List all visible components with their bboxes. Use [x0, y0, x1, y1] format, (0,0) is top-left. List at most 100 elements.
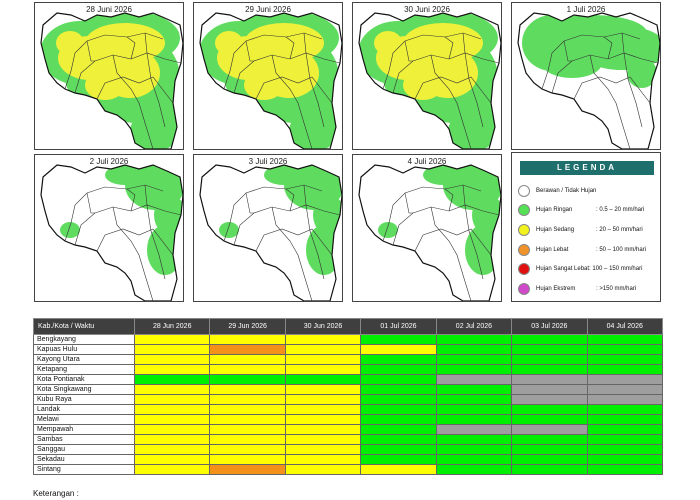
forecast-cell — [511, 344, 588, 355]
forecast-cell — [360, 374, 437, 385]
legend-swatch-ringan — [518, 204, 530, 216]
forecast-cell — [586, 464, 664, 475]
rainfall-blob — [374, 31, 402, 55]
rainfall-map-4 — [517, 12, 660, 149]
regency-boundary — [541, 32, 641, 90]
forecast-cell — [435, 404, 513, 415]
header-date: 29 Jun 2026 — [209, 318, 286, 335]
forecast-cell — [511, 404, 588, 415]
regency-boundary — [255, 228, 333, 256]
map-title-4: 1 Juli 2026 — [566, 5, 606, 14]
rainfall-area — [41, 13, 183, 149]
rainfall-blob — [215, 31, 243, 55]
forecast-cell — [435, 464, 513, 475]
header-region: Kab./Kota / Waktu — [33, 318, 135, 335]
regency-boundary — [126, 36, 136, 60]
province-outline — [199, 164, 342, 301]
province-outline — [358, 164, 501, 301]
forecast-cell — [435, 344, 513, 355]
regency-boundary — [74, 52, 182, 94]
table-row: Landak — [33, 404, 664, 415]
regency-boundary — [621, 32, 625, 54]
forecast-cell — [586, 444, 664, 455]
forecast-cell — [360, 424, 437, 435]
forecast-cell — [360, 344, 437, 355]
table-row: Ketapang — [33, 364, 664, 375]
map-title-6: 3 Juli 2026 — [248, 157, 288, 166]
forecast-cell — [586, 374, 664, 385]
forecast-cell — [284, 394, 362, 405]
forecast-cell — [511, 394, 588, 405]
table-row: Kota Singkawang — [33, 384, 664, 395]
region-name: Kota Singkawang — [33, 384, 135, 395]
forecast-cell — [360, 364, 437, 375]
map-panel-4: 1 Juli 2026 — [511, 2, 661, 150]
regency-boundary — [86, 192, 95, 214]
forecast-cell — [435, 454, 513, 465]
forecast-cell — [133, 384, 211, 395]
forecast-cell — [435, 414, 513, 425]
regency-boundary — [563, 40, 572, 62]
table-row: Sanggau — [33, 444, 664, 455]
forecast-cell — [209, 434, 286, 445]
rainfall-blob — [264, 165, 304, 185]
table-row: Kapuas Hulu — [33, 344, 664, 355]
forecast-cell — [133, 354, 211, 365]
forecast-cell — [133, 364, 211, 375]
forecast-cell — [360, 384, 437, 395]
legend-label-sangat-lebat: Hujan Sangat Lebat — [536, 266, 590, 272]
forecast-cell — [209, 374, 286, 385]
forecast-cell — [133, 424, 211, 435]
map-panel-2: 29 Juni 2026 — [193, 2, 343, 150]
legend-range-lebat: : 50 – 100 mm/hari — [596, 247, 647, 253]
forecast-cell — [586, 334, 664, 345]
forecast-cell — [209, 334, 286, 345]
forecast-table-body: Bengkayang Kapuas Hulu Kayong Utara Ketapan… — [33, 334, 664, 475]
forecast-cell — [435, 424, 513, 435]
forecast-cell — [586, 454, 664, 465]
region-name: Mempawah — [33, 424, 135, 435]
forecast-cell — [511, 454, 588, 465]
region-name: Bengkayang — [33, 334, 135, 345]
regency-boundary — [392, 52, 500, 94]
forecast-cell — [284, 354, 362, 365]
legend-item-sangat-lebat: Hujan Sangat Lebat : 100 – 150 mm/hari — [518, 263, 642, 275]
forecast-cell — [284, 374, 362, 385]
legend-item-berawan: Berawan / Tidak Hujan — [518, 185, 596, 197]
forecast-cell — [435, 394, 513, 405]
region-name: Sambas — [33, 434, 135, 445]
forecast-cell — [435, 384, 513, 395]
province-outline — [40, 12, 183, 149]
header-date: 30 Jun 2026 — [284, 318, 362, 335]
regency-boundary — [404, 40, 413, 62]
regency-boundary — [303, 32, 307, 54]
forecast-cell — [133, 454, 211, 465]
legend-range-sedang: : 20 – 50 mm/hari — [596, 227, 643, 233]
rainfall-map-6 — [199, 164, 342, 301]
regency-boundary — [146, 52, 166, 128]
region-name: Landak — [33, 404, 135, 415]
forecast-cell — [284, 384, 362, 395]
forecast-cell — [511, 334, 588, 345]
forecast-cell — [284, 364, 362, 375]
rainfall-map-7 — [358, 164, 501, 301]
forecast-cell — [511, 384, 588, 395]
forecast-cell — [511, 354, 588, 365]
forecast-cell — [511, 464, 588, 475]
header-date: 01 Jul 2026 — [360, 318, 437, 335]
regency-boundary — [233, 204, 341, 246]
table-row: Sambas — [33, 434, 664, 445]
forecast-cell — [209, 344, 286, 355]
forecast-cell — [284, 414, 362, 425]
forecast-cell — [133, 414, 211, 425]
legend-item-ekstrem: Hujan Ekstrem : >150 mm/hari — [518, 283, 636, 295]
regency-boundary — [305, 52, 325, 128]
regency-boundary — [444, 188, 454, 212]
regency-boundary — [285, 36, 295, 60]
region-name: Sanggau — [33, 444, 135, 455]
regency-boundary — [233, 52, 341, 94]
rainfall-blob — [56, 31, 84, 55]
forecast-cell — [360, 354, 437, 365]
region-name: Melawi — [33, 414, 135, 425]
legend-item-lebat: Hujan Lebat : 50 – 100 mm/hari — [518, 244, 646, 256]
